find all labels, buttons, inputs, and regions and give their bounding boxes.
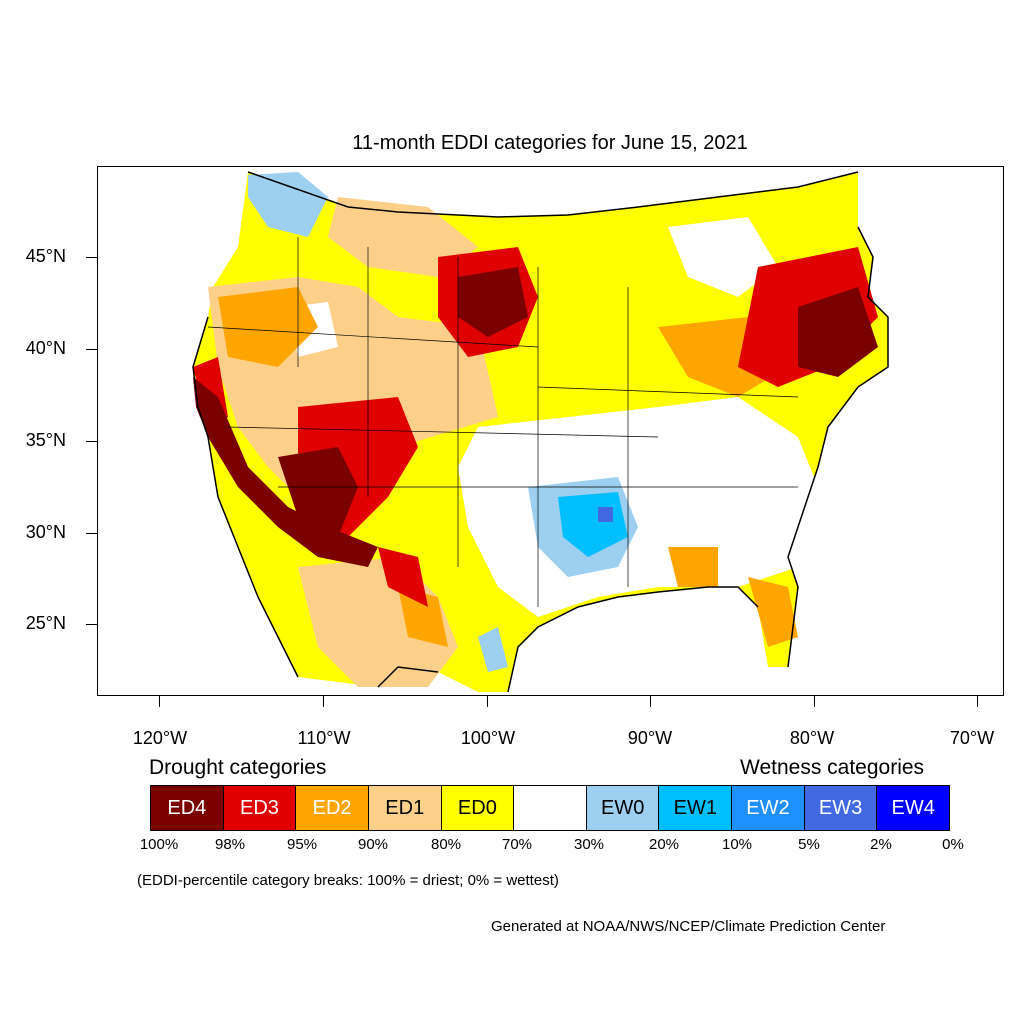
legend-swatch-ed3: ED3: [223, 786, 297, 830]
map-title: 11-month EDDI categories for June 15, 20…: [352, 132, 748, 154]
legend-swatch-ew0: EW0: [586, 786, 660, 830]
ed2-region: [748, 577, 798, 647]
ew0-region: [478, 627, 508, 672]
x-tick-mark: [977, 696, 978, 707]
legend-break-label: 0%: [942, 836, 964, 853]
legend-swatch-ed0: ED0: [441, 786, 515, 830]
legend-swatch-ew1: EW1: [659, 786, 733, 830]
legend-break-label: 2%: [870, 836, 892, 853]
x-tick-mark: [323, 696, 324, 707]
x-tick-label: 100°W: [460, 728, 516, 748]
legend-break-label: 100%: [139, 836, 179, 853]
ed4-region: [798, 287, 878, 377]
y-tick-label: 25°N: [25, 613, 66, 633]
legend-swatch-ew4: EW4: [877, 786, 950, 830]
x-tick-label: 120°W: [132, 728, 188, 748]
legend-swatch-ed1: ED1: [368, 786, 442, 830]
x-tick-label: 70°W: [949, 728, 995, 748]
y-tick-mark: [86, 349, 97, 350]
legend-swatch-neutral: [514, 786, 587, 830]
x-tick-label: 90°W: [627, 728, 673, 748]
y-tick-label: 35°N: [25, 430, 66, 450]
near-normal-region: [668, 217, 778, 297]
state-borders: [207, 237, 799, 607]
ed3-region: [378, 547, 428, 607]
legend-break-label: 95%: [286, 836, 318, 853]
y-tick-mark: [86, 624, 97, 625]
legend-swatch-ew3: EW3: [804, 786, 878, 830]
x-tick-mark: [487, 696, 488, 707]
eddi-map: [192, 171, 889, 693]
ed2-region: [668, 547, 718, 587]
y-tick-label: 30°N: [25, 522, 66, 542]
drought-heading: Drought categories: [149, 756, 327, 779]
legend-break-label: 30%: [573, 836, 605, 853]
x-tick-label: 110°W: [297, 728, 351, 748]
x-tick-mark: [159, 696, 160, 707]
ed2-region: [218, 287, 318, 367]
legend-break-label: 70%: [501, 836, 533, 853]
map-panel: [97, 166, 1004, 696]
ed4-region: [193, 377, 378, 567]
y-tick-mark: [86, 441, 97, 442]
legend-break-label: 98%: [214, 836, 246, 853]
ed4-region: [458, 267, 528, 337]
legend-swatch-ed4: ED4: [151, 786, 224, 830]
y-tick-mark: [86, 257, 97, 258]
x-tick-mark: [650, 696, 651, 707]
x-tick-label: 80°W: [789, 728, 835, 748]
ew3-region: [598, 507, 613, 522]
legend-break-label: 5%: [798, 836, 820, 853]
legend-break-label: 80%: [430, 836, 462, 853]
ed2-region: [398, 587, 448, 647]
legend-swatch-ed2: ED2: [296, 786, 369, 830]
wetness-heading: Wetness categories: [740, 756, 925, 779]
ew0-region: [248, 172, 328, 237]
legend-break-label: 90%: [357, 836, 389, 853]
near-normal-region: [458, 397, 818, 617]
category-legend: ED4 ED3 ED2 ED1 ED0 EW0 EW1 EW2 EW3 EW4: [150, 785, 950, 831]
legend-break-label: 20%: [648, 836, 680, 853]
credit-line: Generated at NOAA/NWS/NCEP/Climate Predi…: [491, 918, 886, 935]
y-tick-mark: [86, 533, 97, 534]
y-tick-label: 40°N: [25, 338, 66, 358]
y-tick-label: 45°N: [25, 246, 66, 266]
legend-swatch-ew2: EW2: [732, 786, 805, 830]
legend-break-label: 10%: [721, 836, 753, 853]
category-note: (EDDI-percentile category breaks: 100% =…: [137, 872, 559, 889]
x-tick-mark: [814, 696, 815, 707]
coastline: [192, 171, 889, 693]
ed4-region: [278, 447, 358, 537]
